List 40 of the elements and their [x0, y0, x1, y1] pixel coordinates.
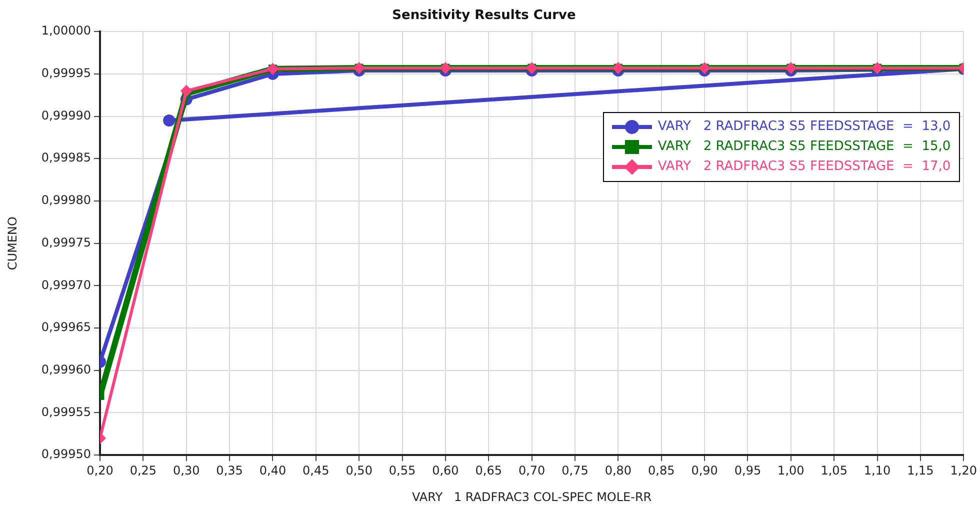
y-tick-label: 0,99960 [41, 362, 91, 376]
x-tick-label: 0,75 [562, 463, 588, 478]
x-tick-label: 0,35 [216, 463, 243, 478]
x-tick-label: 0,50 [346, 463, 372, 478]
y-tick-label: 0,99990 [41, 108, 91, 122]
point [163, 114, 176, 127]
x-tick-label: 0,40 [259, 463, 286, 478]
y-tick-label: 1,00000 [41, 24, 91, 38]
x-tick-label: 1,05 [820, 463, 848, 478]
x-tick-label: 1,20 [950, 463, 977, 478]
x-tick-label: 0,45 [302, 463, 330, 478]
y-tick-label: 0,99980 [41, 193, 91, 208]
x-tick-label: 1,15 [907, 463, 934, 478]
y-tick-label: 0,99975 [41, 235, 91, 250]
x-tick-label: 0,80 [604, 463, 632, 478]
y-tick-label: 0,99995 [41, 66, 91, 80]
chart-title: Sensitivity Results Curve [392, 8, 576, 24]
y-tick-label: 0,99965 [41, 320, 91, 334]
point [180, 84, 192, 97]
x-tick-label: 0,70 [518, 463, 546, 478]
y-tick-label: 0,99970 [41, 278, 91, 292]
x-tick-label: 0,60 [432, 463, 459, 478]
x-tick-label: 0,65 [475, 463, 502, 478]
x-tick-label: 0,55 [388, 463, 416, 478]
x-tick-label: 0,95 [734, 463, 762, 478]
y-tick-label: 0,99985 [41, 150, 91, 165]
legend-label: VARY 2 RADFRAC3 S5 FEEDSSTAGE = 17,0 [658, 158, 951, 176]
x-tick-label: 1,00 [778, 463, 804, 478]
x-tick-label: 0,90 [691, 463, 718, 478]
x-tick-label: 0,20 [86, 463, 114, 478]
x-tick-label: 0,25 [130, 463, 157, 478]
legend-label: VARY 2 RADFRAC3 S5 FEEDSSTAGE = 15,0 [658, 138, 951, 156]
legend-label: VARY 2 RADFRAC3 S5 FEEDSSTAGE = 13,0 [658, 118, 951, 136]
x-tick-label: 0,30 [173, 463, 200, 478]
y-tick-label: 0,99950 [41, 447, 91, 462]
x-tick-label: 0,85 [648, 463, 675, 478]
x-tick-label: 1,10 [864, 463, 891, 478]
y-tick-label: 0,99955 [41, 404, 91, 419]
y-axis-title: CUMENO [5, 216, 20, 270]
x-axis-title: VARY 1 RADFRAC3 COL-SPEC MOLE-RR [412, 490, 652, 504]
